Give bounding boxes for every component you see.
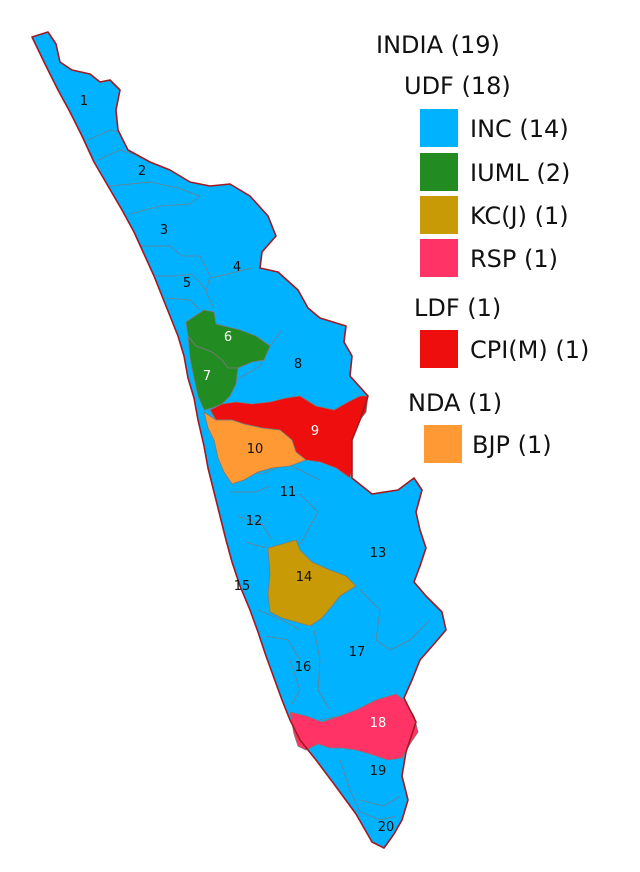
constituency-number-14: 14 [296, 570, 313, 585]
legend-swatch-inc [420, 109, 458, 147]
legend-heading-nda: NDA (1) [408, 389, 503, 417]
constituency-number-19: 19 [370, 764, 387, 779]
legend-heading-india: INDIA (19) [376, 31, 500, 59]
legend-label-inc: INC (14) [470, 115, 569, 143]
constituency-number-15: 15 [234, 579, 251, 594]
constituency-number-9: 9 [311, 424, 319, 439]
constituency-number-12: 12 [246, 514, 263, 529]
legend-swatch-cpim [420, 330, 458, 368]
constituency-number-17: 17 [349, 645, 366, 660]
constituency-number-10: 10 [247, 442, 264, 457]
legend-heading-ldf: LDF (1) [414, 294, 502, 322]
constituency-number-2: 2 [138, 164, 146, 179]
constituency-number-20: 20 [378, 820, 395, 835]
constituency-number-18: 18 [370, 716, 387, 731]
legend-swatch-rsp [420, 239, 458, 277]
constituency-7-iuml [187, 335, 239, 411]
legend-swatch-kcj [420, 196, 458, 234]
legend-swatch-bjp [424, 425, 462, 463]
constituency-number-6: 6 [224, 330, 232, 345]
constituency-number-8: 8 [294, 357, 302, 372]
constituency-number-13: 13 [370, 546, 387, 561]
constituency-number-5: 5 [183, 276, 191, 291]
legend-label-iuml: IUML (2) [470, 159, 571, 187]
constituency-number-11: 11 [280, 485, 297, 500]
constituency-10-bjp [203, 411, 307, 485]
legend-label-kcj: KC(J) (1) [470, 202, 569, 230]
constituency-number-16: 16 [295, 660, 312, 675]
legend-label-cpim: CPI(M) (1) [470, 336, 590, 364]
constituency-numbers: 1 2 3 4 5 6 7 8 9 10 11 12 13 14 15 16 1… [80, 94, 394, 835]
state-outline [31, 31, 447, 849]
legend-label-rsp: RSP (1) [470, 245, 559, 273]
constituency-number-1: 1 [80, 94, 88, 109]
constituency-14-kcj [267, 539, 357, 627]
constituency-number-7: 7 [203, 369, 211, 384]
legend-heading-udf: UDF (18) [404, 72, 511, 100]
legend-label-bjp: BJP (1) [472, 431, 552, 459]
legend-swatch-iuml [420, 153, 458, 191]
constituency-number-3: 3 [160, 223, 168, 238]
constituency-number-4: 4 [233, 260, 241, 275]
